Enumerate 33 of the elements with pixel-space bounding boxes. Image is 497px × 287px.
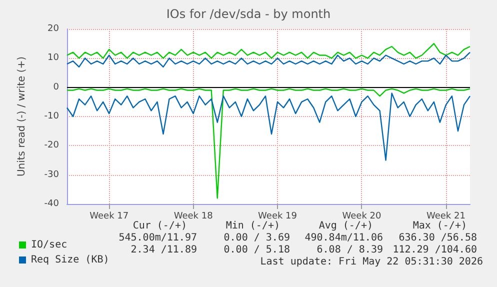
x-tick-label: Week 17: [90, 212, 129, 222]
text: 490.84m/11.06: [304, 232, 383, 244]
chart-title: IOs for /dev/sda - by month: [166, 7, 331, 21]
x-tick-label: Week 21: [426, 212, 466, 222]
text: Last update: Fri May 22 05:31:30 2026: [260, 256, 483, 268]
legend-label: Req Size (KB): [31, 254, 110, 266]
y-tick-label: -10: [44, 112, 60, 122]
text: 0.00 / 3.69: [224, 232, 290, 244]
line-series: [66, 52, 471, 68]
text: 112.29 /104.60: [392, 244, 477, 256]
y-tick-label: -30: [44, 170, 60, 180]
y-tick-label: 10: [48, 53, 60, 64]
text: 636.30 /56.58: [398, 232, 477, 244]
y-tick-label: 0: [53, 82, 60, 92]
y-tick-label: -20: [44, 140, 60, 151]
text: 0.00 / 5.18: [224, 244, 290, 256]
line-series: [66, 92, 471, 161]
text: Cur (-/+): [132, 220, 187, 232]
y-tick-label: 20: [48, 24, 60, 34]
text: 545.00m/11.97: [118, 232, 197, 244]
text: 2.34 /11.89: [130, 244, 197, 256]
text: Max (-/+): [412, 220, 467, 232]
text: Min (-/+): [226, 220, 280, 232]
y-tick-label: -40: [44, 199, 60, 209]
legend-label: IO/sec: [31, 240, 68, 250]
line-series: [66, 88, 471, 199]
y-axis-title: Units read (-) / write (+): [16, 56, 28, 177]
line-series: [66, 42, 471, 59]
text: Avg (-/+): [318, 220, 373, 232]
x-tick-label: Week 19: [258, 212, 298, 222]
text: 6.08 / 8.39: [316, 244, 383, 256]
x-tick-label: Week 18: [174, 212, 214, 222]
x-tick-label: Week 20: [342, 212, 382, 222]
